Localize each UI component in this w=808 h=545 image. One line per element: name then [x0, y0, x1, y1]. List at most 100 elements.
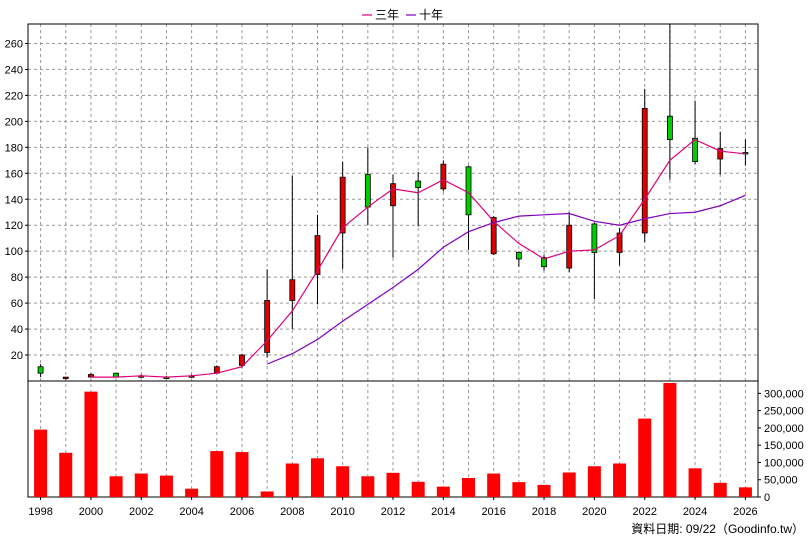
- volume-bar: [411, 481, 425, 497]
- candle-body-down: [314, 235, 321, 275]
- year-tick-label: 2026: [733, 506, 757, 518]
- volume-bar: [361, 476, 375, 497]
- volume-bar: [487, 473, 501, 497]
- candle-body-up: [465, 166, 472, 216]
- volume-bar: [84, 391, 98, 497]
- candle-body-down: [62, 376, 69, 380]
- volume-bar: [310, 458, 324, 497]
- volume-tick-label: 150,000: [764, 440, 804, 452]
- candle-body-up: [364, 174, 371, 208]
- year-tick-label: 2016: [481, 506, 505, 518]
- year-tick-label: 2006: [230, 506, 254, 518]
- volume-bar: [260, 491, 274, 497]
- year-tick-label: 2020: [582, 506, 606, 518]
- volume-bar: [638, 418, 652, 497]
- legend-label-10y: 十年: [419, 8, 443, 22]
- price-tick-label: 220: [5, 90, 23, 102]
- legend: 三年 十年: [362, 8, 443, 22]
- grid: [28, 24, 758, 497]
- volume-axis-ticks: 0 50,000 100,000 150,000 200,000 250,000 300,0…: [758, 388, 804, 504]
- price-tick-label: 60: [11, 298, 23, 310]
- year-tick-label: 2012: [381, 506, 405, 518]
- candle-body-down: [339, 176, 346, 234]
- volume-bar: [587, 466, 601, 497]
- candle-body-up: [515, 252, 522, 260]
- candle-body-down: [390, 183, 396, 207]
- price-tick-label: 40: [11, 324, 23, 336]
- price-tick-label: 160: [5, 168, 23, 180]
- moving-average-lines: [90, 138, 746, 378]
- volume-bar: [663, 383, 677, 497]
- candle-body-up: [666, 115, 673, 140]
- series-line-10y: [266, 194, 746, 365]
- year-tick-label: 2002: [129, 506, 153, 518]
- price-tick-label: 120: [5, 220, 23, 232]
- volume-bar: [59, 452, 73, 497]
- candle-body-down: [616, 232, 623, 253]
- volume-tick-label: 50,000: [764, 475, 798, 487]
- price-tick-label: 200: [5, 116, 23, 128]
- candle-body-up: [415, 180, 422, 188]
- candle-body-down: [440, 163, 447, 190]
- volume-bar: [512, 482, 526, 497]
- volume-tick-label: 200,000: [764, 423, 804, 435]
- volume-bars: [34, 383, 752, 497]
- price-tick-label: 180: [5, 142, 23, 154]
- candle-body-down: [490, 217, 497, 255]
- candle-body-up: [541, 257, 547, 268]
- volume-bar: [34, 429, 48, 497]
- series-line-3y: [90, 138, 746, 378]
- volume-bar: [562, 472, 576, 497]
- volume-bar: [210, 451, 224, 497]
- candlesticks: [37, 24, 749, 380]
- year-tick-label: 2004: [179, 506, 203, 518]
- year-tick-label: 2008: [280, 506, 304, 518]
- candle-body-down: [264, 300, 271, 353]
- year-tick-label: 2014: [431, 506, 455, 518]
- year-tick-label: 2000: [79, 506, 103, 518]
- candle-body-up: [692, 137, 698, 163]
- volume-bar: [159, 475, 173, 497]
- volume-bar: [462, 478, 476, 497]
- candle-body-down: [566, 224, 573, 269]
- price-axis-ticks: 20 40 60 80 100 120 140 160 180 200 220 240 260: [5, 38, 28, 362]
- volume-tick-label: 0: [764, 492, 770, 504]
- year-axis-ticks: 1998 2000 2002 2004 2006 2008 2010 2012 2014 2016…: [28, 497, 758, 518]
- year-tick-label: 2018: [532, 506, 556, 518]
- candle-body-down: [641, 107, 648, 234]
- volume-bar: [285, 463, 299, 497]
- candle-body-down: [289, 279, 296, 301]
- volume-bar: [109, 476, 123, 497]
- volume-tick-label: 250,000: [764, 406, 804, 418]
- data-date-note: 資料日期: 09/22（Goodinfo.tw）: [631, 522, 804, 536]
- volume-bar: [738, 487, 752, 497]
- year-tick-label: 1998: [28, 506, 52, 518]
- volume-tick-label: 300,000: [764, 388, 804, 400]
- candle-body-up: [591, 223, 598, 253]
- volume-tick-label: 100,000: [764, 457, 804, 469]
- price-tick-label: 20: [11, 350, 23, 362]
- candle-body-up: [37, 366, 44, 374]
- volume-bar: [185, 488, 199, 497]
- price-tick-label: 100: [5, 246, 23, 258]
- volume-bar: [436, 486, 450, 497]
- price-tick-label: 260: [5, 38, 23, 50]
- price-tick-label: 240: [5, 64, 23, 76]
- price-tick-label: 140: [5, 194, 23, 206]
- volume-bar: [713, 482, 727, 497]
- volume-bar: [386, 472, 400, 497]
- candle-body-down: [239, 354, 245, 366]
- year-tick-label: 2010: [330, 506, 354, 518]
- volume-bar: [688, 468, 702, 497]
- candle-body-down: [717, 148, 724, 160]
- volume-bar: [235, 452, 249, 497]
- year-tick-label: 2024: [683, 506, 707, 518]
- volume-bar: [537, 484, 551, 497]
- year-tick-label: 2022: [632, 506, 656, 518]
- volume-bar: [336, 466, 350, 497]
- legend-label-3y: 三年: [375, 8, 399, 22]
- volume-bar: [613, 463, 627, 497]
- volume-bar: [134, 473, 148, 497]
